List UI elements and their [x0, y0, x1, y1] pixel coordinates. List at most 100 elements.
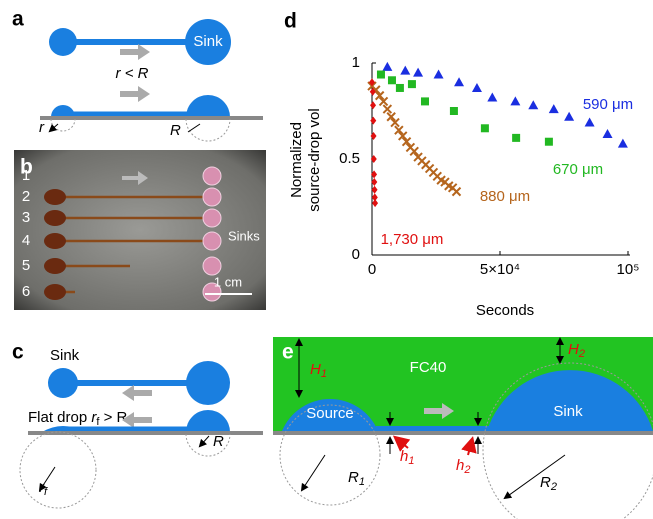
r-label: r: [39, 119, 45, 136]
row-label: 4: [22, 232, 30, 249]
data-point: [409, 146, 419, 157]
R-label: R: [213, 433, 224, 450]
data-point: [433, 69, 444, 79]
relation: r < R: [116, 65, 149, 82]
panel-a: a Sink r < R r R: [12, 8, 263, 142]
data-point: [390, 117, 400, 128]
data-point: [512, 133, 521, 142]
series-label: 670 μm: [553, 161, 603, 178]
y-tick-label: 1: [352, 54, 360, 71]
panel-b: b 1 2 3 4 5 6 Sinks 1 cm: [14, 150, 266, 310]
data-point: [378, 96, 389, 107]
panel-label: b: [20, 156, 33, 179]
data-point: [510, 96, 521, 106]
row-label: 6: [22, 283, 30, 300]
data-point: [401, 137, 412, 147]
source-drop: [44, 284, 66, 300]
row-label: 2: [22, 188, 30, 205]
data-point: [395, 83, 404, 92]
data-point: [454, 77, 465, 87]
data-point: [400, 65, 411, 75]
data-point: [370, 116, 377, 125]
H1-label: H1: [310, 361, 327, 380]
sink-drop: [202, 187, 222, 207]
data-point: [451, 186, 462, 197]
data-point: [480, 124, 489, 133]
h2-label: h2: [456, 457, 470, 476]
data-point: [386, 112, 396, 122]
sink-label: Sink: [50, 347, 80, 364]
row-label: 3: [22, 209, 30, 226]
sink-drop: [202, 256, 222, 276]
data-point: [370, 155, 377, 163]
data-point: [371, 185, 378, 194]
data-point: [370, 131, 377, 140]
source-drop: [44, 258, 66, 274]
x-tick-label: 5×10⁴: [480, 261, 520, 278]
data-point: [382, 104, 393, 114]
data-point: [382, 61, 393, 71]
data-point: [617, 138, 628, 148]
data-point: [371, 193, 378, 202]
data-point: [369, 87, 376, 96]
sink-drop: [202, 282, 222, 302]
row-label: 1: [22, 167, 30, 184]
source-drop: [44, 189, 66, 205]
data-point: [528, 100, 539, 110]
x-tick-label: 0: [368, 261, 376, 278]
rf-label: rf: [39, 479, 48, 498]
y-axis-label: source-drop vol: [306, 108, 323, 211]
y-tick-label: 0: [352, 246, 360, 263]
panel-label: a: [12, 8, 24, 31]
y-axis-label: Normalized: [288, 122, 305, 198]
panel-c: c Sink Flat drop rf > R R rf: [12, 341, 263, 509]
H2-label: H2: [568, 341, 585, 360]
data-point: [544, 137, 553, 146]
x-axis-label: Seconds: [476, 302, 534, 319]
sinks-label: Sinks: [228, 228, 260, 243]
data-point: [413, 67, 424, 77]
data-point: [420, 97, 429, 106]
panel-label: e: [282, 341, 294, 364]
sink-drop: [202, 208, 222, 228]
data-point: [471, 82, 482, 92]
panel-label: c: [12, 341, 24, 364]
source-drop: [44, 210, 66, 226]
data-point: [449, 107, 458, 115]
data-point: [487, 92, 498, 102]
data-point: [371, 170, 378, 179]
data-point: [374, 90, 385, 101]
data-point: [376, 70, 385, 79]
data-point: [602, 129, 613, 139]
panel-e: e H1 FC40 H2 Source Sink h1 h2 R1 R2: [273, 337, 653, 519]
scale-label: 1 cm: [214, 274, 242, 289]
data-point: [398, 131, 408, 141]
panel-d: d Seconds Normalized source-drop vol 0 0.…: [284, 10, 639, 319]
source-drop: [44, 233, 66, 249]
fluid-label: FC40: [410, 359, 447, 376]
R-label: R: [170, 122, 181, 139]
sink-label: Sink: [553, 403, 583, 420]
data-point: [548, 104, 559, 114]
sink-drop: [202, 231, 222, 251]
R2-label: R2: [540, 474, 557, 493]
row-label: 5: [22, 257, 30, 274]
x-tick-label: 10⁵: [617, 261, 640, 278]
series-label: 590 μm: [583, 96, 633, 113]
data-point: [387, 76, 396, 85]
series-label: 880 μm: [480, 188, 530, 205]
R1-label: R1: [348, 469, 365, 488]
data-point: [370, 101, 377, 110]
data-point: [564, 111, 575, 121]
flat-drop-label: Flat drop rf > R: [28, 409, 128, 428]
data-point: [369, 78, 375, 87]
sink-label: Sink: [193, 33, 223, 50]
data-point: [372, 199, 379, 208]
series-label: 1,730 μm: [381, 231, 444, 248]
y-tick-label: 0.5: [339, 150, 360, 167]
h1-label: h1: [400, 448, 414, 467]
data-point: [407, 80, 416, 89]
data-point: [371, 178, 378, 187]
data-point: [394, 125, 404, 135]
